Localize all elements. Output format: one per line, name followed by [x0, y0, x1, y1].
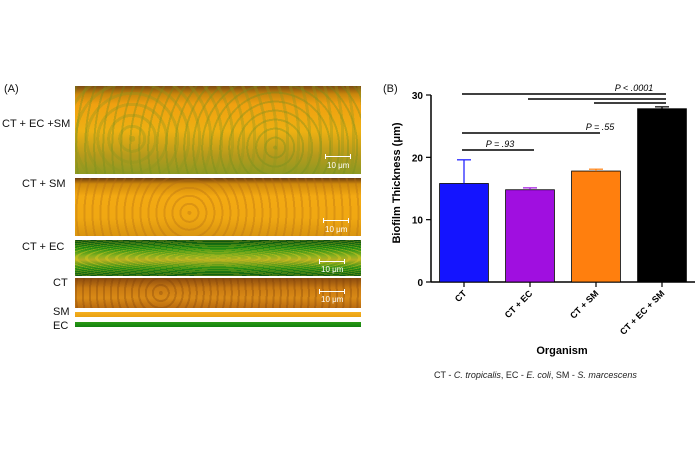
legend-caption: CT - C. tropicalis, EC - E. coli, SM - S… — [434, 370, 637, 380]
significance-label: P = .93 — [486, 139, 514, 149]
micrograph-label-sm: SM — [53, 306, 70, 318]
significance-label: P = .55 — [586, 122, 615, 132]
micrograph-ct-sm: 10 μm — [75, 178, 361, 236]
caption-species: S. marcescens — [577, 370, 637, 380]
y-tick-label: 20 — [412, 153, 424, 164]
y-tick-label: 10 — [412, 216, 424, 227]
caption-species: E. coli — [526, 370, 551, 380]
y-tick-label: 0 — [417, 278, 423, 289]
scale-label: 10 μm — [327, 161, 350, 170]
x-tick-label: CT — [453, 288, 469, 304]
x-tick-label: CT + SM — [568, 288, 600, 320]
caption-part: CT - — [434, 370, 454, 380]
scale-bar — [323, 218, 349, 223]
y-axis-label: Biofilm Thickness (μm) — [391, 122, 403, 243]
x-tick-label: CT + EC + SM — [618, 288, 666, 336]
micrograph-ct-ec-sm: 10 μm — [75, 86, 361, 174]
micrograph-label-ct-ec: CT + EC — [22, 241, 65, 253]
micrograph-label-ct-sm: CT + SM — [22, 178, 66, 190]
scale-bar — [319, 289, 345, 294]
scale-label: 10 μm — [325, 225, 348, 234]
scale-bar — [325, 154, 351, 159]
panel-a-label: (A) — [4, 83, 19, 95]
caption-species: C. tropicalis — [453, 370, 501, 380]
micrograph-ct: 10 μm — [75, 278, 361, 308]
y-tick-label: 30 — [412, 91, 424, 102]
chart-bars — [439, 106, 687, 283]
micrograph-label-ec: EC — [53, 320, 69, 332]
x-axis-label: Organism — [536, 345, 588, 357]
micrograph-label-ct: CT — [53, 277, 68, 289]
scale-label: 10 μm — [321, 265, 344, 274]
micrograph-sm — [75, 312, 361, 317]
caption-part: , EC - — [500, 370, 527, 380]
panel-b-label: (B) — [383, 83, 398, 95]
scale-label: 10 μm — [321, 295, 344, 304]
scale-bar — [319, 259, 345, 264]
bar-ct-ec — [505, 189, 555, 283]
bar-ct — [439, 183, 489, 283]
micrograph-label-ct-ec-sm: CT + EC +SM — [2, 118, 71, 130]
significance-brackets: P = .93 P = .55 P < .0001 — [462, 83, 666, 151]
significance-label: P < .0001 — [615, 83, 653, 93]
micrograph-ct-ec: 10 μm — [75, 240, 361, 276]
x-tick-label: CT + EC — [503, 288, 535, 320]
caption-part: , SM - — [550, 370, 578, 380]
micrograph-ec — [75, 322, 361, 327]
bar-ct-ec-sm — [637, 108, 687, 283]
bar-ct-sm — [571, 170, 621, 283]
